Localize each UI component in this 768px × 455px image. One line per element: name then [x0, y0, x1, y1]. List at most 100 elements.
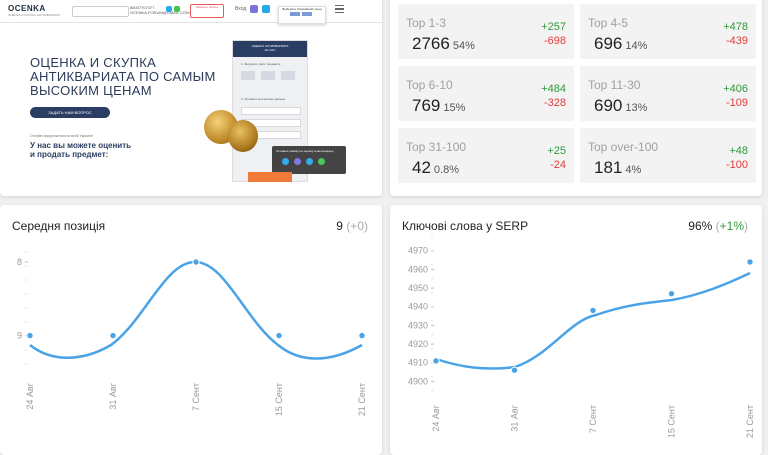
summary-value: 96%: [688, 219, 713, 233]
serp-keywords-card: Ключові слова у SERP 96% (+1%) 4900 4910 4…: [390, 205, 762, 455]
y-tick-label: 4930: [408, 320, 428, 330]
whatsapp-icon: [318, 158, 325, 165]
tooltip-text: Выберите ближайший город: [282, 7, 322, 11]
hero-line: ВЫСОКИМ ЦЕНАМ: [30, 83, 152, 98]
stat-value: 2766 54%: [412, 34, 475, 54]
x-tick-label: 31 Авг: [108, 382, 118, 409]
data-point[interactable]: [589, 306, 597, 315]
stat-percent: 13%: [625, 102, 648, 114]
chart-summary: 96% (+1%): [688, 219, 748, 233]
x-tick-label: 24 Авг: [431, 404, 441, 431]
y-tick-label: 4940: [408, 302, 428, 312]
y-tick-label: 4900: [408, 376, 428, 386]
average-position-card: Середня позиція 9 (+0) 8 9 24 Авг 31 Авг 7 С…: [0, 205, 382, 455]
popup-text: Оставьте заявку на оценку в мессенджер: [276, 149, 334, 153]
stat-loss: -24: [550, 159, 566, 171]
stat-value: 769 15%: [412, 96, 465, 116]
data-point[interactable]: [432, 357, 440, 365]
preview-logo-sub: ОЦЕНКА И СКУПКА АНТИКВАРИАТА: [8, 13, 61, 17]
stat-top-1-3[interactable]: Top 1-3 2766 54% +257 -698: [398, 4, 574, 59]
y-tick-label: 4950: [408, 283, 428, 293]
series-line: [29, 260, 363, 360]
y-tick-label: 8: [17, 257, 22, 267]
stat-percent: 4%: [625, 164, 642, 176]
stat-top-31-100[interactable]: Top 31-100 42 0.8% +25 -24: [398, 128, 574, 183]
telegram-icon: [262, 5, 270, 13]
messenger-popup: Оставьте заявку на оценку в мессенджер: [272, 146, 346, 174]
chart-title: Ключові слова у SERP: [402, 219, 529, 233]
stat-label: Top 1-3: [406, 16, 447, 30]
stat-label: Top 4-5: [588, 16, 629, 30]
data-point[interactable]: [667, 289, 676, 298]
data-point[interactable]: [109, 331, 117, 340]
data-point[interactable]: [746, 258, 754, 266]
x-tick-label: 31 Авг: [510, 404, 520, 431]
stat-value: 696 14%: [594, 34, 647, 54]
preview-hero-title: ОЦЕНКА И СКУПКА АНТИКВАРИАТА ПО САМЫМ ВЫ…: [30, 56, 216, 98]
preview-email: OCENKA.FORUM@GMAIL.COM: [130, 10, 190, 15]
stat-gain: +406: [723, 83, 748, 95]
preview-enter-link: Вход: [235, 6, 247, 12]
data-point[interactable]: [510, 366, 519, 374]
serp-keywords-chart: 4900 4910 4920 4930 4940 4950 4960 4970 24 Авг 31…: [408, 236, 755, 438]
stat-gain: +25: [547, 145, 566, 157]
form-subtitle: ЗА ЧАС: [264, 48, 276, 52]
stat-top-over-100[interactable]: Top over-100 181 4% +48 -100: [580, 128, 756, 183]
stat-value: 42 0.8%: [412, 158, 459, 178]
stat-percent: 15%: [443, 102, 466, 114]
form-step: 2. Оставьте контактные данные: [241, 97, 286, 101]
site-preview[interactable]: OCENKA ОЦЕНКА И СКУПКА АНТИКВАРИАТА 8800…: [0, 0, 382, 196]
stat-count: 181: [594, 158, 623, 177]
telegram-icon: [306, 158, 313, 165]
viber-icon: [250, 5, 258, 13]
y-tick-label: 9: [17, 331, 22, 341]
data-point[interactable]: [192, 258, 200, 266]
upload-slot: [281, 71, 295, 80]
stat-count: 769: [412, 96, 441, 115]
stat-value: 690 13%: [594, 96, 647, 116]
data-point[interactable]: [275, 331, 283, 340]
stat-label: Top 6-10: [406, 78, 453, 92]
tooltip-yes: [290, 12, 300, 16]
stat-value: 181 4%: [594, 158, 641, 178]
stat-count: 42: [412, 158, 431, 177]
stat-gain: +257: [541, 21, 566, 33]
preview-note: Онлайн-предложения по всей Украине: [30, 134, 94, 138]
series-line: [435, 271, 751, 370]
preview-header: OCENKA ОЦЕНКА И СКУПКА АНТИКВАРИАТА 8800…: [0, 0, 382, 24]
hamburger-menu-icon: [335, 5, 344, 13]
y-tick-label: 4970: [408, 246, 428, 256]
x-tick-label: 21 Сент: [745, 405, 755, 438]
summary-value: 9: [336, 219, 343, 233]
summary-paren: ): [744, 219, 748, 233]
x-tick-label: 15 Сент: [667, 405, 677, 438]
position-distribution-card: Top 1-3 2766 54% +257 -698 Top 4-5 696 14%…: [390, 0, 762, 196]
x-tick-label: 7 Сент: [588, 405, 598, 433]
y-tick-label: 4960: [408, 264, 428, 274]
stat-top-4-5[interactable]: Top 4-5 696 14% +478 -439: [580, 4, 756, 59]
preview-submit-button: [248, 172, 292, 182]
stat-loss: -109: [725, 97, 748, 109]
upload-slot: [241, 71, 255, 80]
summary-delta: (+0): [346, 219, 368, 233]
data-point[interactable]: [358, 331, 366, 340]
stat-loss: -439: [725, 35, 748, 47]
stat-count: 690: [594, 96, 623, 115]
stat-top-6-10[interactable]: Top 6-10 769 15% +484 -328: [398, 66, 574, 121]
tooltip-no: [302, 12, 312, 16]
subtitle-line: У нас вы можете оценить: [30, 141, 132, 150]
stat-label: Top 31-100: [406, 140, 467, 154]
stat-gain: +484: [541, 83, 566, 95]
stat-label: Top 11-30: [588, 78, 641, 92]
preview-city-tooltip: Выберите ближайший город: [278, 6, 326, 24]
stat-top-11-30[interactable]: Top 11-30 690 13% +406 -109: [580, 66, 756, 121]
data-point[interactable]: [26, 331, 34, 340]
form-header: ОЦЕНКА АНТИКВАРИАТА ЗА ЧАС: [233, 41, 307, 57]
stat-label: Top over-100: [588, 140, 659, 154]
hero-line: АНТИКВАРИАТА ПО САМЫМ: [30, 69, 216, 84]
preview-contacts: 88007707477 OCENKA.FORUM@GMAIL.COM: [130, 5, 190, 15]
stat-percent: 14%: [625, 40, 648, 52]
upload-slot: [261, 71, 275, 80]
preview-order-button: Заказать звонок: [190, 4, 224, 18]
coin-image: [228, 120, 258, 152]
